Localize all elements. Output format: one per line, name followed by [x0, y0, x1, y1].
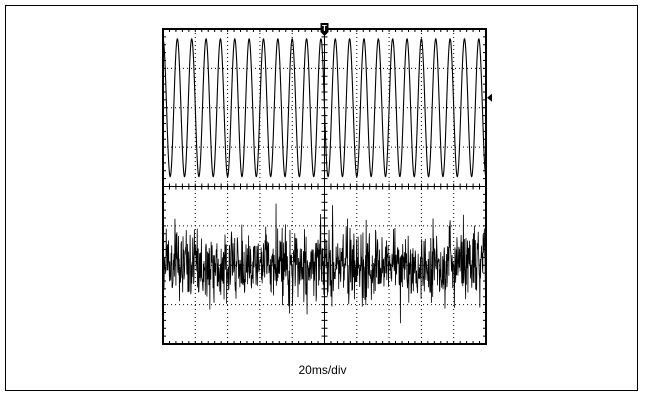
trigger-marker-icon: T [320, 23, 329, 36]
noise-trace [162, 203, 487, 324]
markers: T [320, 23, 492, 102]
trigger-level-icon [487, 93, 492, 102]
trigger-marker-label: T [322, 24, 327, 33]
timebase-label: 20ms/div [298, 363, 347, 377]
traces [162, 37, 487, 324]
trigger-marker-shape [320, 23, 329, 36]
sine-trace [162, 37, 487, 178]
